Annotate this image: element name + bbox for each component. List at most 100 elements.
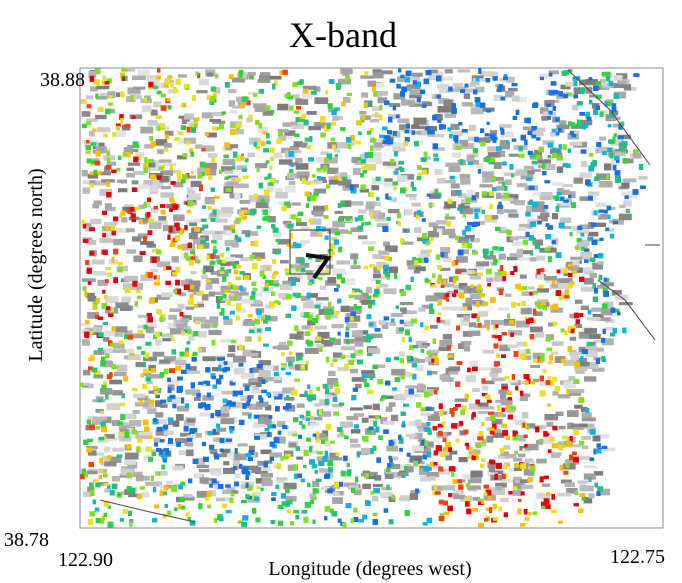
pixel	[480, 367, 492, 370]
pixel	[512, 139, 516, 142]
pixel	[332, 145, 336, 150]
pixel	[410, 493, 418, 500]
pixel	[523, 240, 528, 245]
pixel	[460, 174, 467, 179]
pixel	[552, 182, 564, 185]
pixel	[102, 290, 105, 294]
pixel	[314, 212, 324, 217]
pixel	[355, 477, 358, 483]
pixel	[361, 166, 367, 169]
pixel	[269, 301, 275, 307]
pixel	[173, 214, 185, 221]
pixel	[346, 416, 358, 420]
pixel	[474, 137, 479, 142]
pixel	[494, 343, 499, 348]
pixel	[176, 442, 180, 447]
pixel	[351, 395, 356, 400]
pixel	[405, 77, 410, 82]
pixel	[433, 426, 438, 430]
pixel	[306, 181, 311, 185]
pixel	[335, 311, 340, 315]
pixel	[222, 111, 226, 114]
pixel	[278, 437, 285, 444]
pixel	[304, 450, 309, 456]
pixel	[545, 414, 559, 420]
pixel	[202, 356, 215, 361]
pixel	[209, 291, 215, 296]
pixel	[387, 130, 392, 134]
pixel	[243, 321, 255, 327]
pixel	[209, 316, 218, 319]
pixel	[350, 439, 358, 443]
pixel	[180, 318, 189, 322]
pixel	[527, 477, 533, 482]
pixel	[559, 144, 562, 149]
pixel	[108, 522, 114, 528]
pixel	[585, 179, 590, 185]
pixel	[442, 485, 455, 490]
pixel	[268, 76, 282, 80]
pixel	[142, 492, 150, 497]
pixel	[347, 469, 351, 474]
pixel	[551, 452, 560, 458]
pixel	[357, 452, 360, 457]
pixel	[465, 235, 475, 238]
pixel	[170, 328, 181, 334]
pixel	[483, 252, 487, 258]
pixel	[563, 163, 569, 167]
pixel	[542, 163, 545, 169]
pixel	[445, 113, 457, 118]
pixel	[181, 125, 186, 130]
pixel	[590, 429, 596, 435]
pixel	[193, 352, 198, 356]
pixel	[427, 371, 432, 376]
pixel	[350, 316, 353, 321]
pixel	[257, 486, 261, 489]
pixel	[406, 434, 417, 437]
pixel	[582, 497, 586, 501]
pixel	[483, 350, 495, 354]
pixel	[296, 163, 309, 170]
pixel	[588, 232, 599, 237]
pixel	[361, 115, 365, 121]
pixel	[202, 225, 208, 229]
pixel	[196, 72, 199, 75]
pixel	[510, 333, 513, 337]
pixel	[414, 118, 427, 125]
pixel	[412, 374, 416, 379]
pixel	[97, 127, 110, 132]
pixel	[487, 283, 491, 287]
pixel	[234, 482, 239, 487]
pixel	[571, 389, 585, 393]
pixel	[160, 400, 166, 404]
pixel	[436, 76, 441, 82]
pixel	[296, 457, 303, 460]
pixel	[189, 223, 197, 227]
pixel	[374, 475, 381, 481]
pixel	[436, 220, 448, 224]
pixel	[184, 114, 194, 120]
pixel	[489, 507, 492, 513]
pixel	[524, 166, 534, 170]
pixel	[98, 399, 103, 403]
pixel	[105, 81, 110, 84]
pixel	[549, 437, 555, 441]
pixel	[143, 325, 147, 330]
pixel	[231, 493, 235, 497]
pixel	[255, 518, 260, 523]
pixel	[606, 76, 610, 81]
pixel	[370, 119, 379, 122]
pixel	[286, 357, 295, 363]
pixel	[466, 198, 471, 202]
pixel	[103, 76, 106, 81]
pixel	[338, 332, 341, 336]
pixel	[147, 436, 152, 439]
pixel	[465, 298, 472, 304]
pixel	[171, 181, 176, 185]
pixel	[93, 327, 102, 333]
pixel	[434, 485, 437, 491]
pixel	[168, 315, 177, 320]
pixel	[295, 98, 308, 105]
pixel	[437, 300, 442, 305]
pixel	[219, 312, 224, 316]
